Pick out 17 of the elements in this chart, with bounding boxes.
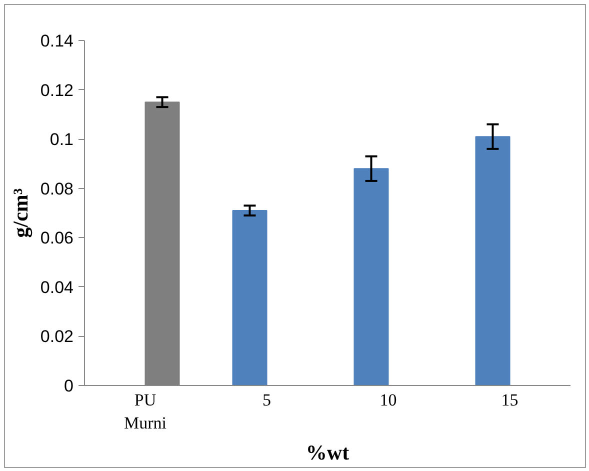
y-tick-label: 0.12: [40, 80, 74, 100]
bar: [354, 168, 389, 386]
x-tick-label: PU Murni: [124, 390, 167, 432]
y-tick-label: 0: [64, 376, 74, 396]
y-tick-label: 0.14: [40, 32, 74, 50]
bar: [232, 210, 268, 386]
y-tick-label: 0.08: [40, 179, 74, 198]
y-axis-title: g/cm³: [8, 188, 32, 238]
y-tick-label: 0.06: [40, 228, 74, 248]
x-tick-label: 5: [262, 390, 271, 410]
y-tick-label: 0.1: [50, 130, 74, 150]
bar: [475, 136, 510, 386]
x-tick-label: 10: [380, 390, 397, 410]
y-tick-label: 0.02: [40, 327, 74, 346]
y-tick-label: 0.04: [40, 278, 74, 297]
x-axis-title: %wt: [306, 440, 350, 464]
x-tick-label: 15: [501, 390, 518, 410]
